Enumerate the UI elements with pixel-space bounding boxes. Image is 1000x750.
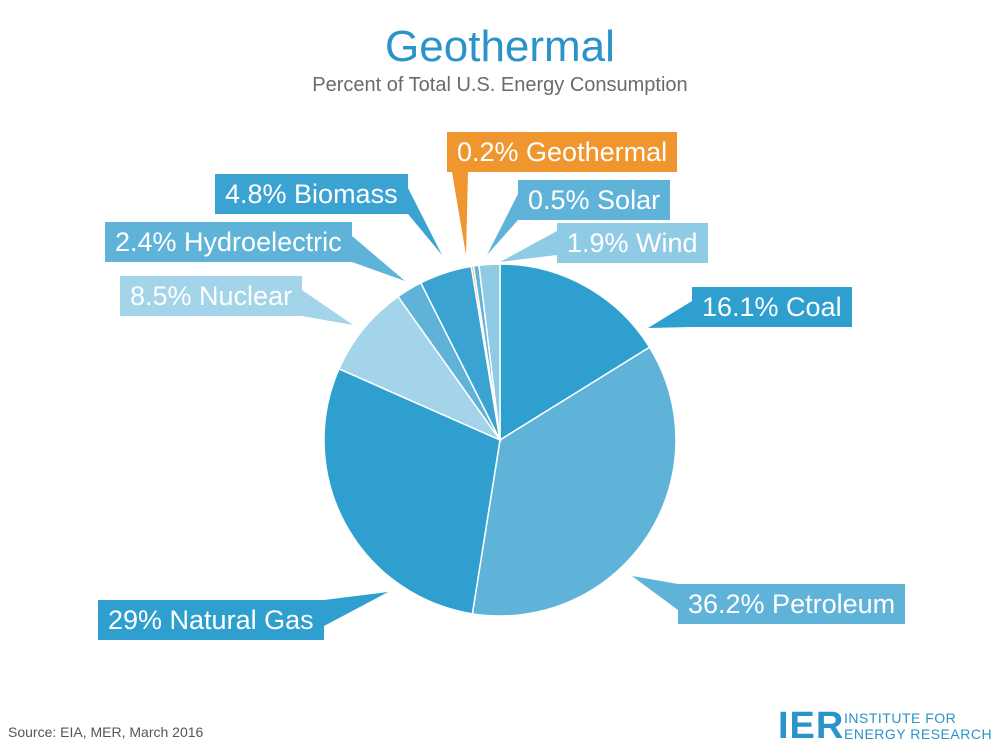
- slice-label-nuclear: 8.5% Nuclear: [120, 276, 303, 316]
- pie-slice-petroleum: [471, 346, 677, 617]
- pie-slice-natural-gas: [323, 367, 501, 615]
- chart-title: Geothermal: [385, 22, 615, 71]
- logo-line-1: INSTITUTE FOR: [844, 710, 957, 726]
- slice-label-petroleum: 36.2% Petroleum: [678, 584, 906, 624]
- slice-pointer-biomass: [408, 188, 442, 255]
- slice-pointer-hydroelectric: [352, 236, 405, 281]
- logo-mark: IER: [778, 705, 845, 747]
- pie-slice-coal: [499, 263, 651, 442]
- logo-text: INSTITUTE FOR ENERGY RESEARCH: [844, 710, 992, 742]
- pie-slice-wind: [478, 263, 501, 441]
- slice-pointer-solar: [487, 194, 518, 255]
- slice-pointer-geothermal: [452, 172, 468, 255]
- slice-label-geothermal: 0.2% Geothermal: [447, 132, 678, 172]
- slice-label-coal: 16.1% Coal: [692, 287, 852, 327]
- slice-label-biomass: 4.8% Biomass: [215, 174, 408, 214]
- logo-line-2: ENERGY RESEARCH: [844, 726, 993, 742]
- slice-label-wind: 1.9% Wind: [557, 223, 708, 263]
- pie-slice-nuclear: [338, 295, 503, 442]
- chart-subtitle: Percent of Total U.S. Energy Consumption: [312, 74, 688, 96]
- slice-label-hydroelectric: 2.4% Hydroelectric: [105, 222, 352, 262]
- slice-label-solar: 0.5% Solar: [518, 180, 671, 220]
- slice-pointer-wind: [500, 231, 557, 262]
- slice-label-natural-gas: 29% Natural Gas: [98, 600, 324, 640]
- slice-pointer-nuclear: [302, 290, 353, 325]
- slice-pointer-natural-gas: [324, 592, 388, 626]
- slice-pointer-petroleum: [632, 576, 678, 610]
- source-note: Source: EIA, MER, March 2016: [8, 724, 204, 740]
- slice-pointer-coal: [648, 301, 692, 328]
